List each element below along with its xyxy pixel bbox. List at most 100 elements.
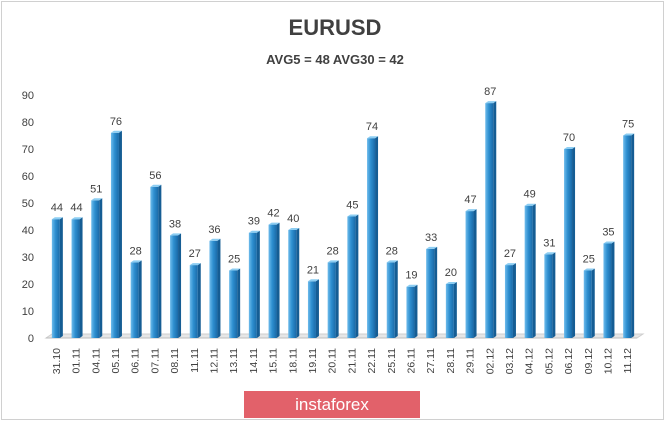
bar-front (288, 230, 297, 338)
x-tick-label: 07.11 (149, 348, 161, 374)
data-label: 45 (346, 200, 358, 212)
bar-front (445, 284, 454, 338)
bar-front (209, 240, 218, 338)
bar-front (91, 200, 100, 338)
data-label: 21 (307, 264, 319, 276)
chart-title: EURUSD (289, 15, 382, 40)
bar-front (51, 219, 60, 338)
data-label: 33 (425, 232, 437, 244)
bar (386, 260, 398, 338)
x-tick-label: 29.11 (465, 348, 477, 374)
bar (445, 282, 457, 338)
bar-front (347, 216, 356, 338)
bar (327, 260, 339, 338)
bar-side (276, 222, 280, 338)
bar-front (248, 232, 257, 338)
bar-front (386, 262, 395, 338)
x-tick-label: 11.11 (189, 348, 201, 373)
bar-side (217, 238, 221, 338)
bar-top (51, 217, 63, 220)
bar-side (512, 263, 516, 338)
data-label: 44 (70, 202, 82, 214)
data-label: 28 (386, 245, 398, 257)
bar (367, 136, 379, 338)
bar-top (268, 222, 280, 225)
bar (248, 230, 260, 338)
x-tick-label: 09.12 (583, 348, 595, 374)
bar (189, 263, 201, 338)
bar-top (150, 184, 162, 187)
data-label: 27 (504, 248, 516, 260)
bar-top (130, 260, 142, 263)
bar-front (426, 248, 435, 338)
bar-top (209, 238, 221, 241)
x-tick-label: 12.11 (208, 348, 220, 374)
bar (544, 252, 556, 338)
y-tick-label: 20 (22, 279, 34, 291)
x-tick-label: 19.11 (307, 348, 319, 374)
data-label: 49 (524, 189, 536, 201)
bar-top (91, 198, 103, 201)
chart-subtitle: AVG5 = 48 AVG30 = 42 (266, 52, 404, 67)
data-label: 39 (248, 216, 260, 228)
bar-top (347, 214, 359, 217)
bar-top (367, 136, 379, 139)
bar-side (158, 184, 162, 338)
x-tick-label: 06.11 (130, 348, 142, 374)
y-axis: 0 10 20 30 40 50 60 70 80 90 (22, 90, 34, 345)
bar-side (591, 268, 595, 338)
bar (504, 263, 516, 338)
x-tick-label: 20.11 (327, 348, 339, 374)
bar-front (465, 211, 474, 338)
data-label: 25 (583, 254, 595, 266)
bar-side (375, 136, 379, 338)
data-label: 76 (110, 116, 122, 128)
x-tick-label: 04.11 (90, 348, 102, 374)
data-label: 40 (287, 213, 299, 225)
bar-top (248, 230, 260, 233)
x-tick-label: 06.12 (563, 348, 575, 374)
bar (307, 279, 319, 338)
x-tick-label: 27.11 (425, 348, 437, 374)
x-tick-label: 04.12 (524, 348, 536, 374)
data-label: 27 (189, 248, 201, 260)
bar-side (414, 284, 418, 338)
y-tick-label: 30 (22, 252, 34, 264)
data-label: 47 (464, 194, 476, 206)
bar-top (623, 133, 635, 136)
bar-front (307, 281, 316, 338)
data-label: 28 (327, 245, 339, 257)
data-label: 25 (228, 254, 240, 266)
x-tick-label: 13.11 (228, 348, 240, 374)
bar-top (544, 252, 556, 255)
bar-front (268, 224, 277, 338)
data-label: 35 (602, 227, 614, 239)
x-tick-label: 01.11 (71, 348, 83, 374)
bar-front (406, 286, 415, 338)
bar-side (453, 282, 457, 338)
bar-side (79, 217, 83, 338)
bar-top (564, 147, 576, 149)
data-label: 36 (208, 224, 220, 236)
x-tick-label: 05.11 (110, 348, 122, 374)
data-label: 31 (543, 237, 555, 249)
bar-front (583, 270, 592, 338)
data-label: 70 (563, 132, 575, 144)
bar-side (178, 233, 182, 338)
bar-side (611, 241, 615, 338)
bar-front (71, 219, 80, 338)
bar-side (434, 246, 438, 338)
x-axis: 31.10 01.11 04.11 05.11 06.11 07.11 08.11 11.11… (51, 348, 634, 374)
bar (71, 217, 83, 338)
bar-side (552, 252, 556, 338)
y-tick-label: 10 (22, 306, 34, 318)
bar-front (130, 262, 139, 338)
bar-top (386, 260, 398, 263)
bar (268, 222, 280, 338)
x-tick-label: 18.11 (287, 348, 299, 374)
x-tick-label: 22.11 (366, 348, 378, 374)
bar-front (110, 132, 119, 338)
bar (229, 268, 241, 338)
